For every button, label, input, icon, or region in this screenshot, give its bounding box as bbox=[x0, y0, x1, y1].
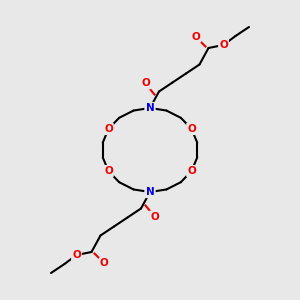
Text: O: O bbox=[219, 40, 228, 50]
Text: N: N bbox=[146, 187, 154, 197]
Text: O: O bbox=[104, 124, 113, 134]
Text: N: N bbox=[146, 187, 154, 197]
Text: O: O bbox=[104, 166, 113, 176]
Text: O: O bbox=[187, 166, 196, 176]
Text: O: O bbox=[187, 124, 196, 134]
Text: O: O bbox=[191, 32, 200, 42]
Text: O: O bbox=[141, 78, 150, 88]
Text: O: O bbox=[150, 212, 159, 222]
Text: N: N bbox=[146, 103, 154, 113]
Text: O: O bbox=[72, 250, 81, 260]
Text: N: N bbox=[146, 103, 154, 113]
Text: O: O bbox=[100, 258, 109, 268]
